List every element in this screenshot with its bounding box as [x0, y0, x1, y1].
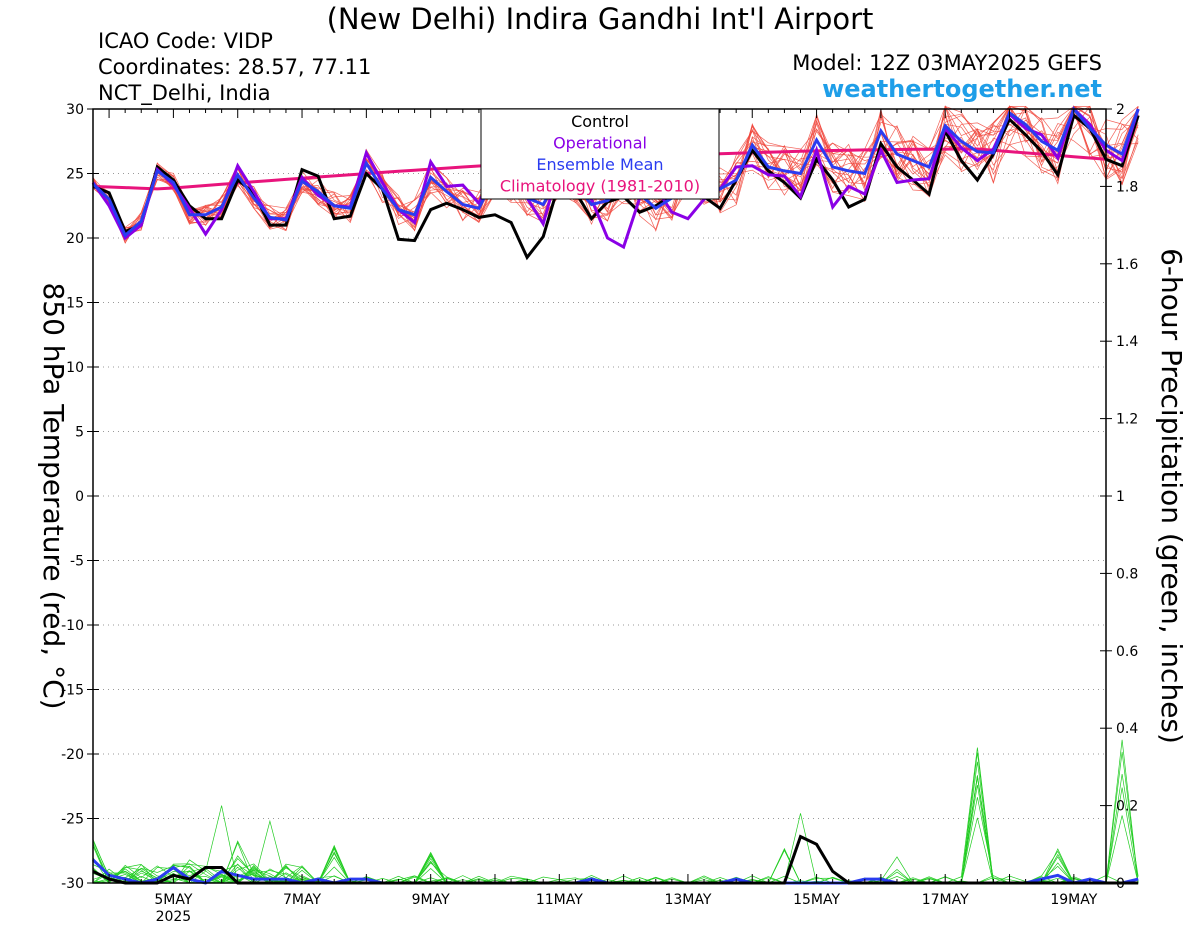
- y-tick-label: 10: [66, 360, 84, 376]
- y-tick-label: -30: [61, 876, 84, 892]
- y-tick-label: -20: [61, 747, 84, 763]
- legend-box: [480, 108, 720, 200]
- series-lines: [91, 106, 1140, 885]
- region-label: NCT_Delhi, India: [98, 81, 271, 105]
- model-run-label: Model: 12Z 03MAY2025 GEFS: [792, 51, 1102, 75]
- y2-tick-label: 1.4: [1116, 334, 1138, 350]
- x-tick-sublabel: 2025: [156, 909, 192, 925]
- x-tick-label: 11MAY: [536, 892, 583, 908]
- legend-climatology: Climatology (1981-2010): [500, 177, 700, 196]
- y2-axis-title: 6-hour Precipitation (green, inches): [1155, 248, 1188, 744]
- y-tick-label: -10: [61, 618, 84, 634]
- x-tick-label: 17MAY: [922, 892, 969, 908]
- y-tick-label: 15: [66, 296, 84, 312]
- y-tick-label: 25: [66, 167, 84, 183]
- y2-tick-label: 2: [1116, 102, 1125, 118]
- x-tick-label: 7MAY: [283, 892, 321, 908]
- legend: Control Operational Ensemble Mean Climatolo…: [480, 108, 720, 200]
- precipitation-member-line: [93, 739, 1139, 884]
- y2-tick-label: 1.8: [1116, 179, 1138, 195]
- y-tick-label: 5: [75, 425, 84, 441]
- y2-tick-label: 0: [1116, 876, 1125, 892]
- y2-tick-label: 0.8: [1116, 566, 1138, 582]
- ensemble-members: [92, 105, 1139, 884]
- grid-lines: [93, 173, 1106, 819]
- y-tick-label: 20: [66, 231, 84, 247]
- y-tick-label: -15: [61, 683, 84, 699]
- chart-title: (New Delhi) Indira Gandhi Int'l Airport: [326, 2, 874, 36]
- y-tick-label: 0: [75, 489, 84, 505]
- precipitation-member-line: [92, 839, 1139, 884]
- y-axis-title: 850 hPa Temperature (red, °C): [37, 282, 70, 709]
- top-clip: [93, 0, 1106, 109]
- y2-tick-label: 0.2: [1116, 799, 1138, 815]
- y2-tick-label: 1: [1116, 489, 1125, 505]
- y-tick-label: -5: [70, 554, 84, 570]
- y2-tick-label: 1.2: [1116, 412, 1138, 428]
- y2-tick-label: 0.4: [1116, 721, 1138, 737]
- y-tick-label: -25: [61, 812, 84, 828]
- legend-control: Control: [571, 112, 629, 131]
- legend-operational: Operational: [553, 134, 647, 153]
- x-tick-label: 19MAY: [1050, 892, 1097, 908]
- y2-tick-label: 0.6: [1116, 644, 1138, 660]
- site-watermark[interactable]: weathertogether.net: [822, 75, 1102, 103]
- y-tick-label: 30: [66, 102, 84, 118]
- x-tick-label: 15MAY: [793, 892, 840, 908]
- x-tick-label: 5MAY: [154, 892, 192, 908]
- x-tick-label: 9MAY: [412, 892, 450, 908]
- precipitation-control-line: [92, 834, 1139, 885]
- x-tick-label: 13MAY: [664, 892, 711, 908]
- coordinates-label: Coordinates: 28.57, 77.11: [98, 55, 372, 79]
- y2-tick-label: 1.6: [1116, 257, 1138, 273]
- precipitation-member-line: [92, 747, 1139, 884]
- icao-code-label: ICAO Code: VIDP: [98, 29, 273, 53]
- precipitation-member-line: [92, 849, 1139, 884]
- axes: 302520151050-5-10-15-20-25-3021.81.61.41…: [37, 0, 1188, 925]
- legend-ensemble-mean: Ensemble Mean: [536, 155, 663, 174]
- plot-frame: [92, 108, 1107, 884]
